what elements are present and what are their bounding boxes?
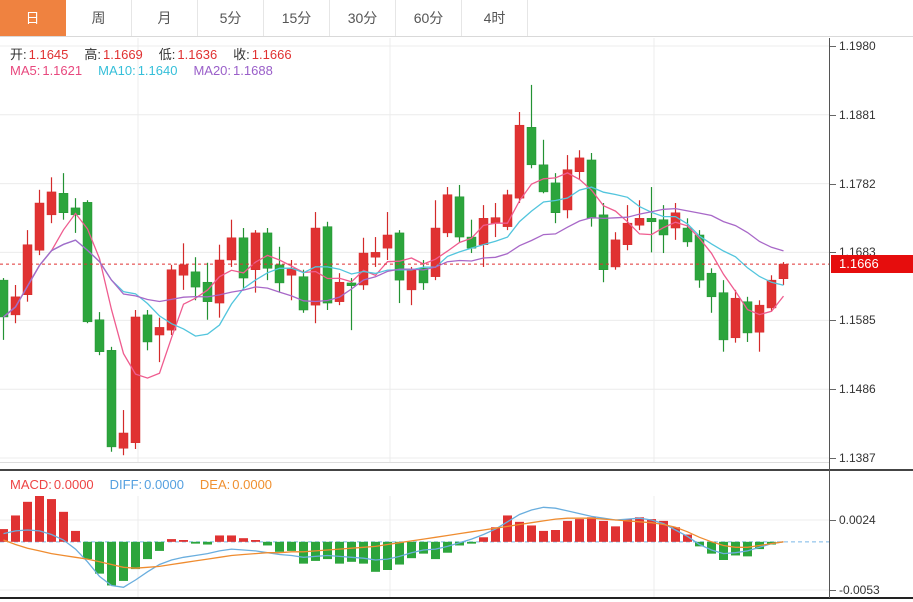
readout-pair: DEA: 0.0000 — [199, 477, 273, 492]
price-tick-label: 1.1980 — [839, 39, 876, 53]
price-axis: 1.1666 1.1980 1.1881 1.1782 1.1683 1.1585 1.1… — [829, 38, 913, 598]
tab-min60[interactable]: 60分 — [396, 0, 462, 36]
price-tick-label: 1.1486 — [839, 382, 876, 397]
axis-tick-mark — [830, 320, 836, 322]
readout-pair: MACD: 0.0000 — [10, 477, 94, 492]
axis-tick-mark — [830, 114, 836, 116]
tab-day[interactable]: 日 — [0, 0, 66, 36]
axis-tick-mark — [830, 389, 836, 391]
period-tab-bar: 日周月 5分 15分 30分 60分 4时 — [0, 0, 913, 37]
price-tick-label: 1.1782 — [839, 176, 876, 191]
candlestick-chart[interactable] — [0, 38, 829, 463]
readout-pair: MA20: 1.1688 — [193, 63, 273, 78]
axis-tick-mark — [830, 590, 836, 591]
macd-readout: MACD: 0.0000 DIFF: 0.0000 DEA: 0.0000 — [10, 477, 272, 492]
axis-tick-mark — [830, 183, 836, 185]
readout-pair: MA10: 1.1640 — [98, 63, 178, 78]
tab-min30[interactable]: 30分 — [330, 0, 396, 36]
readout-pair: 低: 1.1636 — [158, 47, 218, 62]
tab-week[interactable]: 周 — [66, 0, 132, 36]
readout-pair: DIFF: 0.0000 — [109, 477, 184, 492]
macd-tick-label: 0.0024 — [839, 513, 876, 527]
axis-tick-mark — [830, 252, 836, 254]
readout-pair: 高: 1.1669 — [84, 47, 143, 62]
tab-hour4[interactable]: 4时 — [462, 0, 528, 36]
ohlc-readout: 开: 1.1645 高: 1.1669 低: 1.1636 收: 1.1666 — [10, 44, 292, 63]
tab-min15[interactable]: 15分 — [264, 0, 330, 36]
tab-min5[interactable]: 5分 — [198, 0, 264, 36]
macd-tick-label: -0.0053 — [839, 583, 880, 597]
readout-pair: 开: 1.1645 — [10, 47, 69, 62]
bottom-border — [0, 597, 913, 599]
price-tick-label: 1.1387 — [839, 451, 876, 465]
axis-tick-mark — [830, 520, 836, 521]
readout-pair: MA5: 1.1621 — [10, 63, 83, 78]
price-tick-label: 1.1585 — [839, 313, 876, 328]
tab-month[interactable]: 月 — [132, 0, 198, 36]
ma-readout: MA5: 1.1621 MA10: 1.1640 MA20: 1.1688 — [10, 63, 273, 78]
macd-chart[interactable] — [0, 496, 829, 597]
price-tick-label: 1.1881 — [839, 107, 876, 122]
readout-pair: 收: 1.1666 — [233, 47, 292, 62]
axis-tick-mark — [830, 46, 836, 47]
axis-tick-mark — [830, 458, 836, 459]
current-price-tag: 1.1666 — [831, 255, 913, 274]
panel-separator — [0, 469, 913, 471]
